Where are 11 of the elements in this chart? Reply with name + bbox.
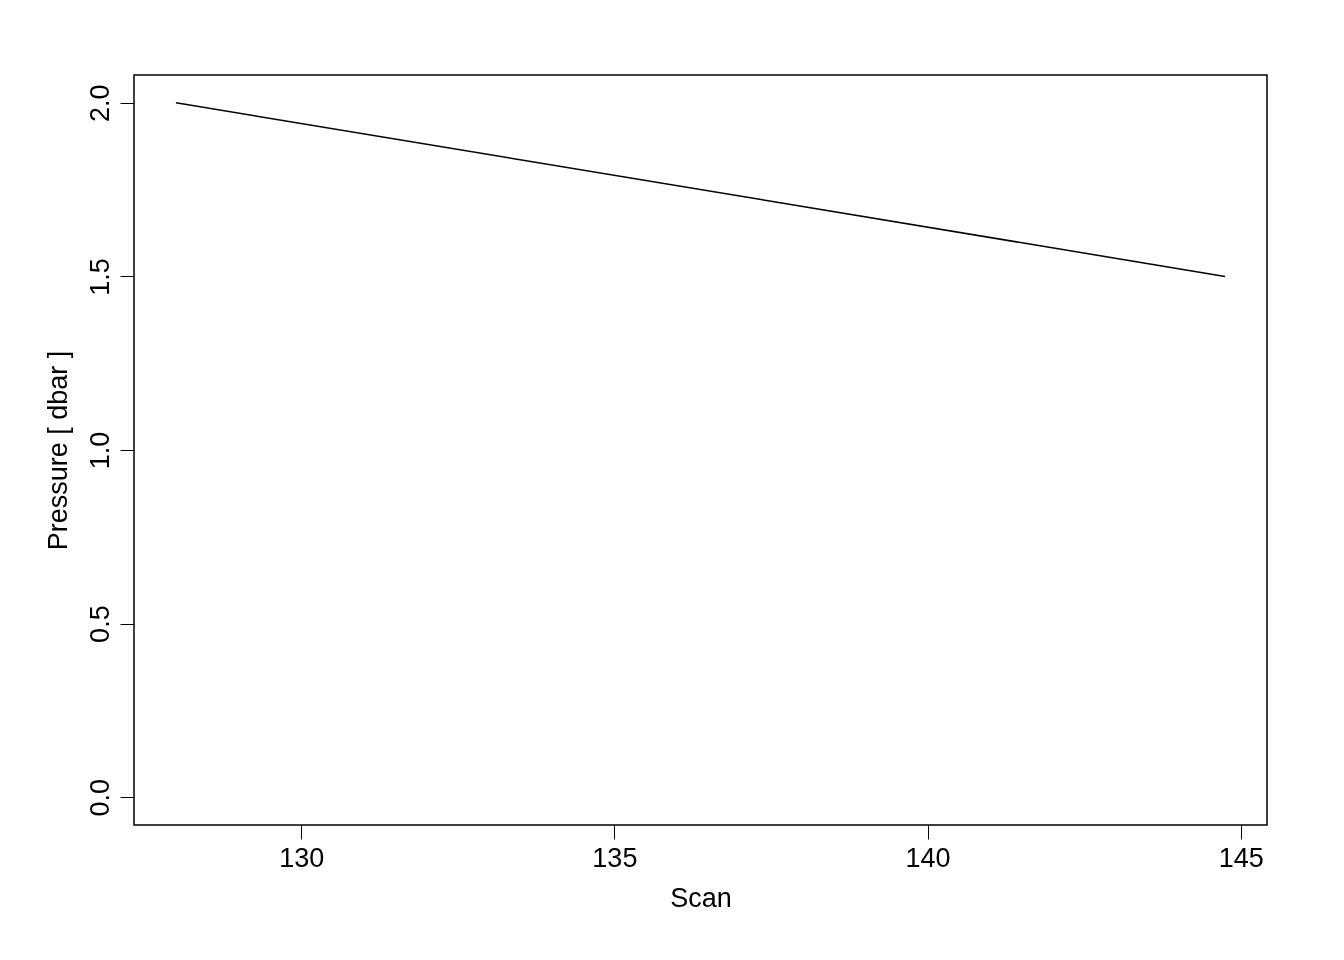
y-tick-label: 0.5: [84, 605, 115, 643]
y-axis-title: Pressure [ dbar ]: [42, 350, 73, 551]
x-tick-label: 130: [279, 842, 325, 873]
x-tick-label: 140: [905, 842, 951, 873]
y-tick-label: 1.5: [84, 258, 115, 296]
x-tick-label: 135: [592, 842, 638, 873]
y-tick-label: 1.0: [84, 431, 115, 470]
y-tick-label: 2.0: [84, 84, 115, 123]
x-axis-title: Scan: [670, 882, 732, 913]
y-tick-label: 0.0: [84, 778, 115, 817]
x-tick-label: 145: [1218, 842, 1264, 873]
